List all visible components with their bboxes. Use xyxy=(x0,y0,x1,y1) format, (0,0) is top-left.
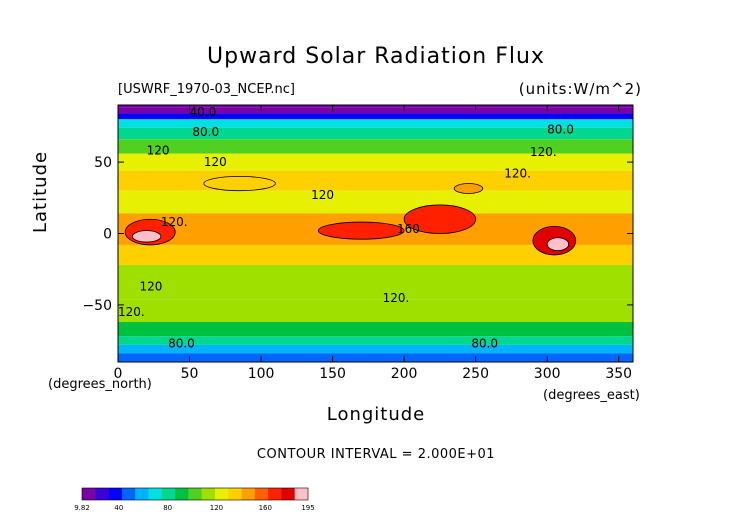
contour-label-12: 120. xyxy=(118,305,145,319)
contour-label-11: 120. xyxy=(383,291,410,305)
contour-label-0: 40.0 xyxy=(190,105,217,119)
heatmap-band-4 xyxy=(118,127,633,140)
contour-label-4: 120 xyxy=(204,155,227,169)
heatmap-band-12 xyxy=(118,299,633,323)
contour-label-10: 120 xyxy=(139,279,162,293)
contour-label-2: 80.0 xyxy=(547,122,574,136)
colorbar-cell-3 xyxy=(121,488,136,500)
heatmap-band-0 xyxy=(118,105,633,108)
colorbar-cell-1 xyxy=(95,488,109,500)
colorbar-cell-14 xyxy=(268,488,282,500)
x-axis-title: Longitude xyxy=(326,404,426,425)
heatmap-band-15 xyxy=(118,344,633,354)
x-tick-label-3: 150 xyxy=(319,366,346,382)
contour-label-5: 120 xyxy=(311,188,334,202)
contour-label-14: 80.0 xyxy=(471,336,498,350)
colorbar-tick-label-0: 9.82 xyxy=(74,504,90,512)
units-label: (units:W/m^2) xyxy=(518,80,642,98)
contour-label-8: 160 xyxy=(397,222,420,236)
colorbar-cell-12 xyxy=(241,488,256,500)
colorbar-cell-7 xyxy=(175,488,189,500)
colorbar-cell-13 xyxy=(254,488,269,500)
chart-title: Upward Solar Radiation Flux xyxy=(207,44,545,69)
heatmap-band-3 xyxy=(118,119,633,128)
x-tick-label-5: 250 xyxy=(462,366,489,382)
contour-label-3: 120 xyxy=(147,144,170,158)
heatmap-high-regions xyxy=(124,175,577,256)
colorbar-cell-15 xyxy=(281,488,296,500)
colorbar-tick-label-3: 120 xyxy=(210,504,223,512)
colorbar-cell-5 xyxy=(148,488,163,500)
x-unit-label-right: (degrees_east) xyxy=(543,388,640,403)
file-label: [USWRF_1970-03_NCEP.nc] xyxy=(118,82,295,97)
heatmap-band-2 xyxy=(118,113,633,120)
heatmap-band-10 xyxy=(118,244,633,265)
colorbar-cell-16 xyxy=(294,488,309,500)
colorbar-cell-8 xyxy=(188,488,202,500)
heatmap-region-6 xyxy=(453,183,484,194)
heatmap-band-13 xyxy=(118,322,633,337)
contour-label-1: 80.0 xyxy=(192,125,219,139)
colorbar-frame xyxy=(81,487,309,501)
y-tick-label-0: 50 xyxy=(94,155,112,171)
contour-label-9: 120. xyxy=(161,215,188,229)
colorbar-tick-label-2: 80 xyxy=(163,504,172,512)
colorbar-tick-label-4: 160 xyxy=(259,504,272,512)
x-tick-label-6: 300 xyxy=(534,366,561,382)
colorbar-cell-0 xyxy=(82,488,96,500)
heatmap-region-5 xyxy=(131,230,162,243)
x-tick-label-2: 100 xyxy=(248,366,275,382)
heatmap-region-1 xyxy=(403,204,477,234)
x-axis-ticks: 0 50 100 150 200 250 300 350 xyxy=(114,105,632,382)
heatmap-band-8 xyxy=(118,190,633,214)
y-tick-label-2: −50 xyxy=(82,298,112,314)
x-tick-label-0: 0 xyxy=(114,366,123,382)
x-tick-label-1: 50 xyxy=(181,366,199,382)
y-axis-ticks: 50 0 −50 xyxy=(82,155,633,314)
x-unit-label: (degrees_north) xyxy=(48,377,152,392)
heatmap-band-11 xyxy=(118,264,633,300)
colorbar-cell-2 xyxy=(108,488,123,500)
heatmap-band-14 xyxy=(118,336,633,345)
x-tick-label-7: 350 xyxy=(605,366,632,382)
heatmap-band-16 xyxy=(118,353,633,362)
colorbar-cells xyxy=(81,487,309,501)
colorbar-tick-labels: 9.82 40 80 120 160 195 xyxy=(74,504,314,512)
contour-labels: 40.0 80.0 80.0 120 120 120 120. 120. 160 120. 120 1… xyxy=(118,105,574,350)
x-tick-label-4: 200 xyxy=(391,366,418,382)
heatmap-band-1 xyxy=(118,107,633,114)
contour-label-13: 80.0 xyxy=(168,336,195,350)
colorbar-tick-label-1: 40 xyxy=(114,504,123,512)
colorbar-cell-11 xyxy=(228,488,242,500)
heatmap-region-2 xyxy=(317,221,405,240)
colorbar-tick-label-5: 195 xyxy=(301,504,314,512)
colorbar-cell-10 xyxy=(214,488,229,500)
heatmap-region-7 xyxy=(203,175,276,192)
heatmap-region-4 xyxy=(546,237,570,252)
colorbar-cell-6 xyxy=(161,488,176,500)
colorbar-cell-9 xyxy=(201,488,216,500)
heatmap-band-6 xyxy=(118,153,633,171)
heatmap-band-5 xyxy=(118,139,633,154)
contour-interval-note: CONTOUR INTERVAL = 2.000E+01 xyxy=(256,447,496,462)
contour-label-6: 120. xyxy=(504,167,531,181)
colorbar-cell-4 xyxy=(135,488,149,500)
y-tick-label-1: 0 xyxy=(103,227,112,243)
contour-label-7: 120. xyxy=(530,145,557,159)
